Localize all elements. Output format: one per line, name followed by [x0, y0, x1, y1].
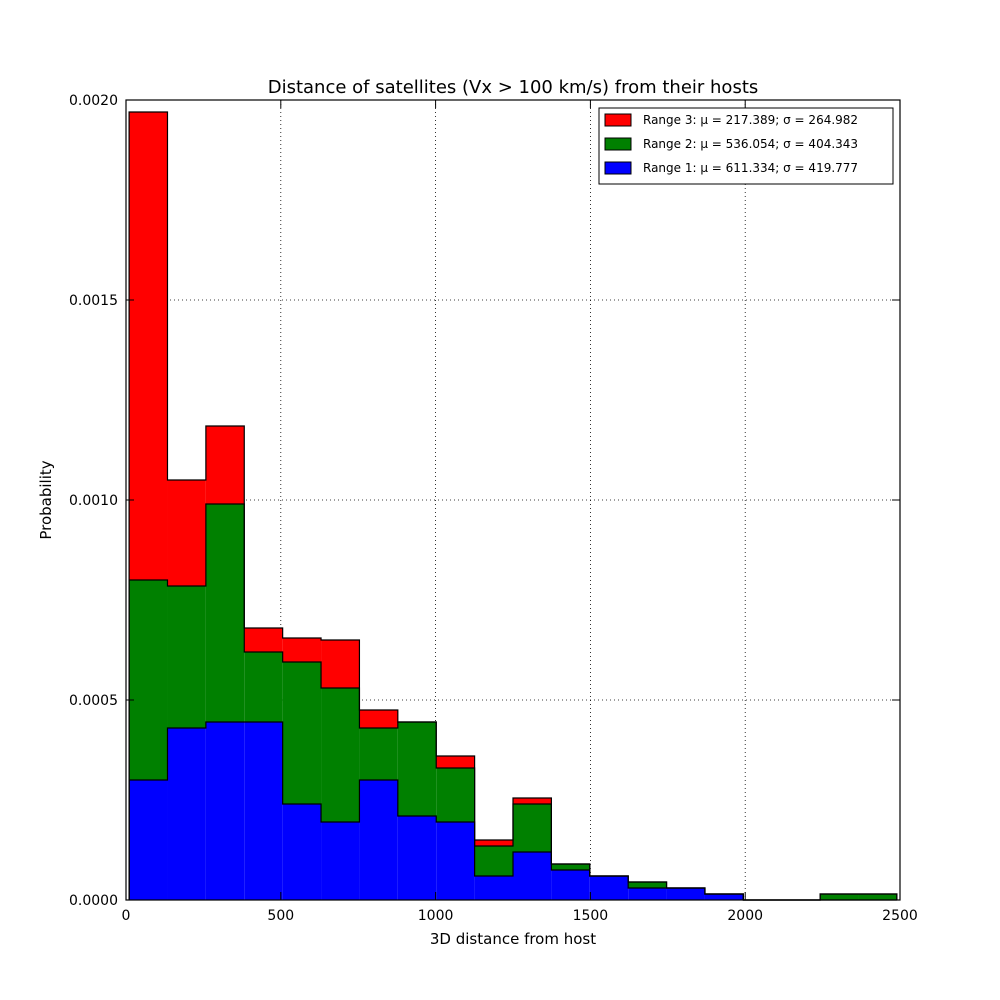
series-outline-range-3 — [128, 111, 898, 901]
legend-entry-label: Range 1: μ = 611.334; σ = 419.777 — [643, 161, 858, 175]
bar-range-1-bin-2 — [205, 722, 245, 900]
legend-swatch — [604, 137, 632, 151]
bar-range-3-bin-4 — [282, 638, 322, 662]
bar-range-2-bin-8 — [436, 768, 475, 822]
series-range-3 — [129, 112, 552, 846]
bar-range-3-bin-10 — [513, 798, 552, 804]
legend: Range 3: μ = 217.389; σ = 264.982 Range 2… — [598, 107, 894, 185]
bar-range-3-bin-5 — [321, 640, 360, 688]
bar-range-1-bin-10 — [513, 852, 552, 900]
bar-range-3-bin-8 — [436, 756, 475, 768]
legend-swatch — [604, 113, 632, 127]
series-range-1 — [129, 722, 744, 900]
bar-range-2-bin-2 — [205, 504, 245, 722]
x-tick-label: 2000 — [727, 908, 763, 924]
x-tick-label: 0 — [122, 908, 131, 924]
legend-entry-label: Range 2: μ = 536.054; σ = 404.343 — [643, 137, 858, 151]
bar-range-1-bin-9 — [474, 876, 513, 900]
y-tick-label: 0.0000 — [69, 893, 118, 909]
bar-range-2-bin-19 — [858, 894, 897, 900]
bar-range-3-bin-3 — [244, 628, 283, 652]
bar-range-2-bin-3 — [244, 652, 283, 722]
bar-range-1-bin-3 — [244, 722, 283, 900]
x-tick-label: 500 — [267, 908, 294, 924]
x-tick-label: 1000 — [418, 908, 454, 924]
bar-range-1-bin-8 — [436, 822, 475, 900]
bar-range-2-bin-9 — [474, 846, 513, 876]
bar-range-1-bin-0 — [129, 780, 168, 900]
bar-range-2-bin-7 — [397, 722, 437, 816]
bar-range-2-bin-11 — [551, 864, 590, 870]
bar-range-2-bin-6 — [359, 728, 398, 780]
bar-range-1-bin-1 — [167, 728, 206, 900]
bar-range-1-bin-7 — [397, 816, 437, 900]
series-range-2 — [129, 504, 897, 900]
bar-range-1-bin-14 — [666, 888, 705, 900]
bar-range-1-bin-15 — [704, 894, 744, 900]
bar-range-2-bin-4 — [282, 662, 322, 804]
bar-range-3-bin-6 — [359, 710, 398, 728]
legend-entry-label: Range 3: μ = 217.389; σ = 264.982 — [643, 113, 858, 127]
x-tick-label: 1500 — [573, 908, 609, 924]
bar-range-1-bin-6 — [359, 780, 398, 900]
bar-range-3-bin-0 — [129, 112, 168, 580]
bar-range-2-bin-0 — [129, 580, 168, 780]
x-axis-label: 3D distance from host — [430, 930, 596, 948]
bar-range-3-bin-9 — [474, 840, 513, 846]
y-tick-label: 0.0005 — [69, 693, 118, 709]
bar-range-2-bin-18 — [820, 894, 859, 900]
y-tick-label: 0.0015 — [69, 293, 118, 309]
y-axis-label: Probability — [37, 460, 55, 539]
x-tick-label: 2500 — [882, 908, 918, 924]
legend-swatch — [604, 161, 632, 175]
bar-range-2-bin-5 — [321, 688, 360, 822]
y-tick-label: 0.0020 — [69, 93, 118, 109]
bar-range-3-bin-2 — [205, 426, 245, 504]
bar-range-2-bin-13 — [628, 882, 667, 888]
bar-range-1-bin-5 — [321, 822, 360, 900]
bar-range-3-bin-1 — [167, 480, 206, 586]
bar-range-1-bin-12 — [589, 876, 629, 900]
bar-range-1-bin-13 — [628, 888, 667, 900]
y-tick-label: 0.0010 — [69, 493, 118, 509]
bar-range-2-bin-1 — [167, 586, 206, 728]
chart-title: Distance of satellites (Vx > 100 km/s) f… — [268, 77, 759, 98]
bar-range-1-bin-11 — [551, 870, 590, 900]
plot-area: 0 500 1000 1500 2000 2500 0.0000 0.0005 0.0010 0.… — [69, 93, 918, 924]
bar-range-2-bin-10 — [513, 804, 552, 852]
bar-range-1-bin-4 — [282, 804, 322, 900]
legend-box — [598, 107, 894, 185]
